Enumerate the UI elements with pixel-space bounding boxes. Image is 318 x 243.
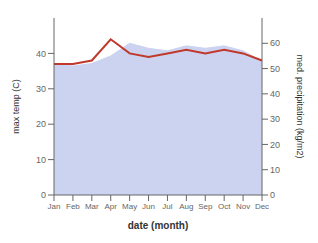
svg-text:Jan: Jan [48,202,61,211]
svg-text:Nov: Nov [236,202,250,211]
svg-text:Jul: Jul [162,202,172,211]
svg-text:Jun: Jun [142,202,155,211]
svg-text:Dec: Dec [255,202,269,211]
svg-text:Aug: Aug [179,202,193,211]
svg-text:Feb: Feb [66,202,80,211]
svg-text:Apr: Apr [105,202,118,211]
svg-text:30: 30 [270,114,280,124]
svg-text:20: 20 [270,140,280,150]
svg-text:20: 20 [36,119,46,129]
svg-text:40: 40 [36,49,46,59]
svg-text:0: 0 [270,190,275,200]
svg-text:0: 0 [41,190,46,200]
svg-text:max temp (C): max temp (C) [11,79,21,134]
svg-text:60: 60 [270,38,280,48]
svg-text:30: 30 [36,84,46,94]
svg-text:10: 10 [270,165,280,175]
svg-text:40: 40 [270,89,280,99]
svg-text:Sep: Sep [198,202,213,211]
svg-text:med. precipitation (kg/m2): med. precipitation (kg/m2) [295,54,305,158]
svg-text:date (month): date (month) [128,220,189,231]
svg-text:Oct: Oct [218,202,231,211]
svg-text:May: May [122,202,137,211]
svg-text:50: 50 [270,64,280,74]
svg-text:10: 10 [36,155,46,165]
svg-text:Mar: Mar [85,202,99,211]
